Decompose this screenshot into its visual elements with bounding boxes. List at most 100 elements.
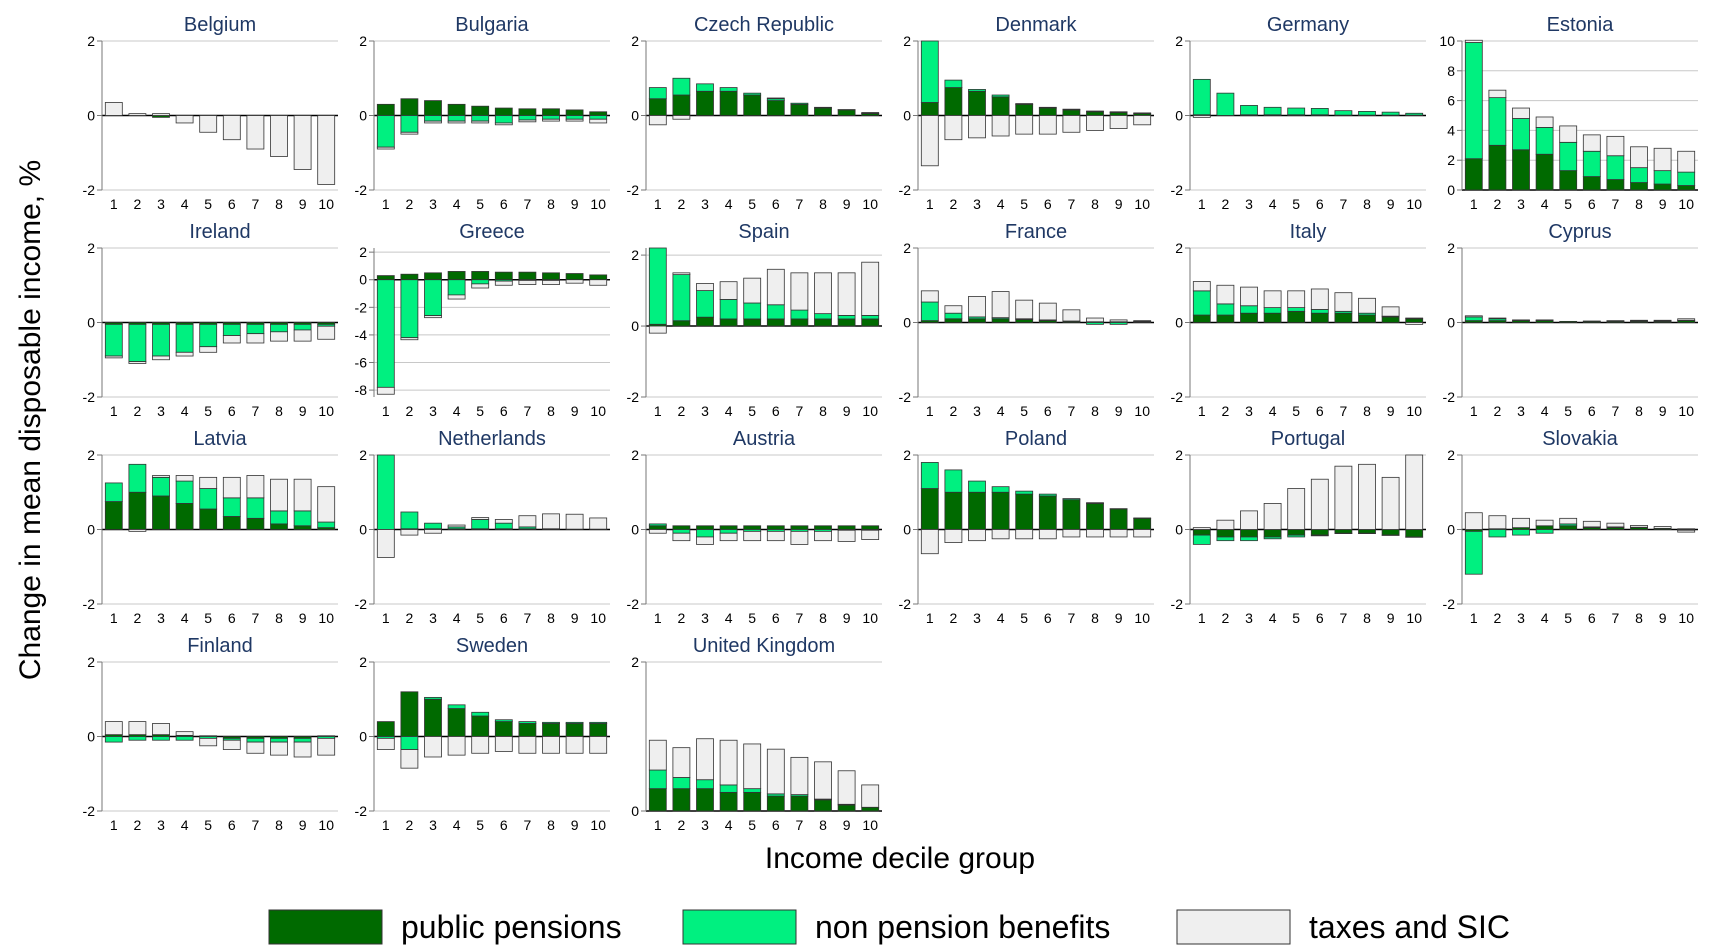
bar-segment (246, 737, 265, 743)
bar-segment (968, 89, 986, 92)
bar-segment (648, 523, 667, 527)
x-tick-label: 6 (772, 196, 780, 212)
bar-segment (743, 525, 762, 530)
y-tick-label: 0 (1175, 522, 1183, 538)
x-tick-label: 4 (725, 196, 733, 212)
x-tick-label: 8 (1363, 610, 1371, 626)
bar-segment (696, 779, 714, 790)
x-tick-label: 8 (1091, 403, 1099, 419)
bar-segment (1192, 534, 1211, 545)
bar-segment (1086, 110, 1104, 113)
bar-segment (1287, 488, 1306, 530)
bar-segment (920, 488, 939, 530)
x-tick-label: 7 (796, 817, 804, 833)
bar-segment (672, 320, 691, 327)
bar-segment (1086, 529, 1104, 538)
bar-segment (589, 279, 608, 286)
y-tick-label: -2 (1171, 596, 1184, 612)
bar-segment (991, 94, 1010, 98)
bar-segment (1216, 303, 1235, 316)
x-tick-label: 4 (997, 196, 1005, 212)
x-tick-label: 6 (228, 196, 236, 212)
bar-segment (175, 115, 194, 124)
x-tick-label: 4 (181, 403, 189, 419)
bar-segment (1109, 529, 1128, 538)
y-tick-label: 0 (87, 315, 95, 331)
x-tick-label: 1 (654, 403, 662, 419)
bar-segment (672, 272, 691, 276)
x-tick-label: 2 (1494, 196, 1502, 212)
y-tick-label: -2 (355, 182, 368, 198)
y-tick-label: 10 (1439, 33, 1455, 49)
y-tick-label: -6 (355, 355, 368, 371)
x-tick-label: 7 (1340, 403, 1348, 419)
bar-segment (1192, 314, 1211, 323)
y-tick-label: -2 (899, 389, 912, 405)
bar-segment (518, 515, 537, 528)
bar-segment (1381, 316, 1400, 323)
bar-segment (1677, 150, 1696, 173)
x-tick-label: 2 (950, 196, 958, 212)
bar-segment (199, 488, 218, 510)
bar-segment (920, 115, 939, 167)
x-tick-label: 8 (1635, 403, 1643, 419)
panel-title: Bulgaria (455, 14, 529, 36)
x-tick-label: 1 (382, 196, 390, 212)
y-tick-label: 2 (1175, 33, 1183, 49)
bar-segment (944, 529, 963, 543)
panel-title: Italy (1290, 221, 1327, 243)
x-tick-label: 10 (590, 196, 606, 212)
bar-segment (1062, 498, 1081, 501)
bar-segment (648, 325, 667, 334)
bar-segment (968, 90, 986, 116)
bar-segment (1310, 312, 1329, 323)
bar-segment (1582, 520, 1601, 528)
x-tick-label: 3 (701, 403, 709, 419)
x-tick-label: 2 (1494, 403, 1502, 419)
bar-segment (837, 525, 856, 530)
bar-segment (565, 273, 584, 281)
bar-segment (1405, 112, 1424, 116)
x-tick-label: 3 (701, 817, 709, 833)
bar-segment (471, 283, 490, 289)
bar-segment (1630, 319, 1648, 322)
bar-segment (1015, 493, 1034, 530)
bar-segment (1240, 536, 1258, 542)
bar-segment (743, 791, 762, 812)
y-tick-label: 2 (1447, 152, 1455, 168)
y-tick-label: -2 (83, 803, 96, 819)
x-tick-label: 7 (796, 610, 804, 626)
x-tick-label: 3 (157, 817, 165, 833)
bar-segment (1535, 529, 1554, 534)
bar-segment (1559, 125, 1578, 143)
bar-segment (565, 721, 584, 724)
x-tick-label: 3 (1517, 403, 1525, 419)
bar-segment (766, 97, 785, 100)
x-tick-label: 7 (1068, 196, 1076, 212)
bar-segment (648, 115, 667, 126)
bar-segment (790, 530, 809, 545)
bar-segment (648, 769, 667, 790)
x-tick-label: 7 (796, 196, 804, 212)
bar-segment (1488, 89, 1507, 99)
bar-segment (1582, 176, 1601, 191)
y-tick-label: 0 (1175, 315, 1183, 331)
panel-title: Austria (733, 428, 796, 450)
bar-segment (1109, 508, 1128, 530)
x-tick-label: 9 (1659, 610, 1667, 626)
bar-segment (672, 777, 691, 790)
y-tick-label: -2 (83, 596, 96, 612)
bar-segment (790, 272, 809, 311)
x-tick-label: 10 (1678, 196, 1694, 212)
bar-segment (944, 312, 963, 320)
bar-segment (293, 510, 312, 527)
bar-segment (1287, 107, 1306, 116)
bar-segment (672, 525, 691, 530)
bar-segment (293, 329, 312, 342)
x-tick-label: 5 (748, 403, 756, 419)
y-tick-label: 2 (359, 244, 367, 260)
bar-segment (1405, 318, 1424, 323)
x-tick-label: 2 (1222, 610, 1230, 626)
bar-segment (518, 271, 537, 281)
x-tick-label: 4 (725, 610, 733, 626)
